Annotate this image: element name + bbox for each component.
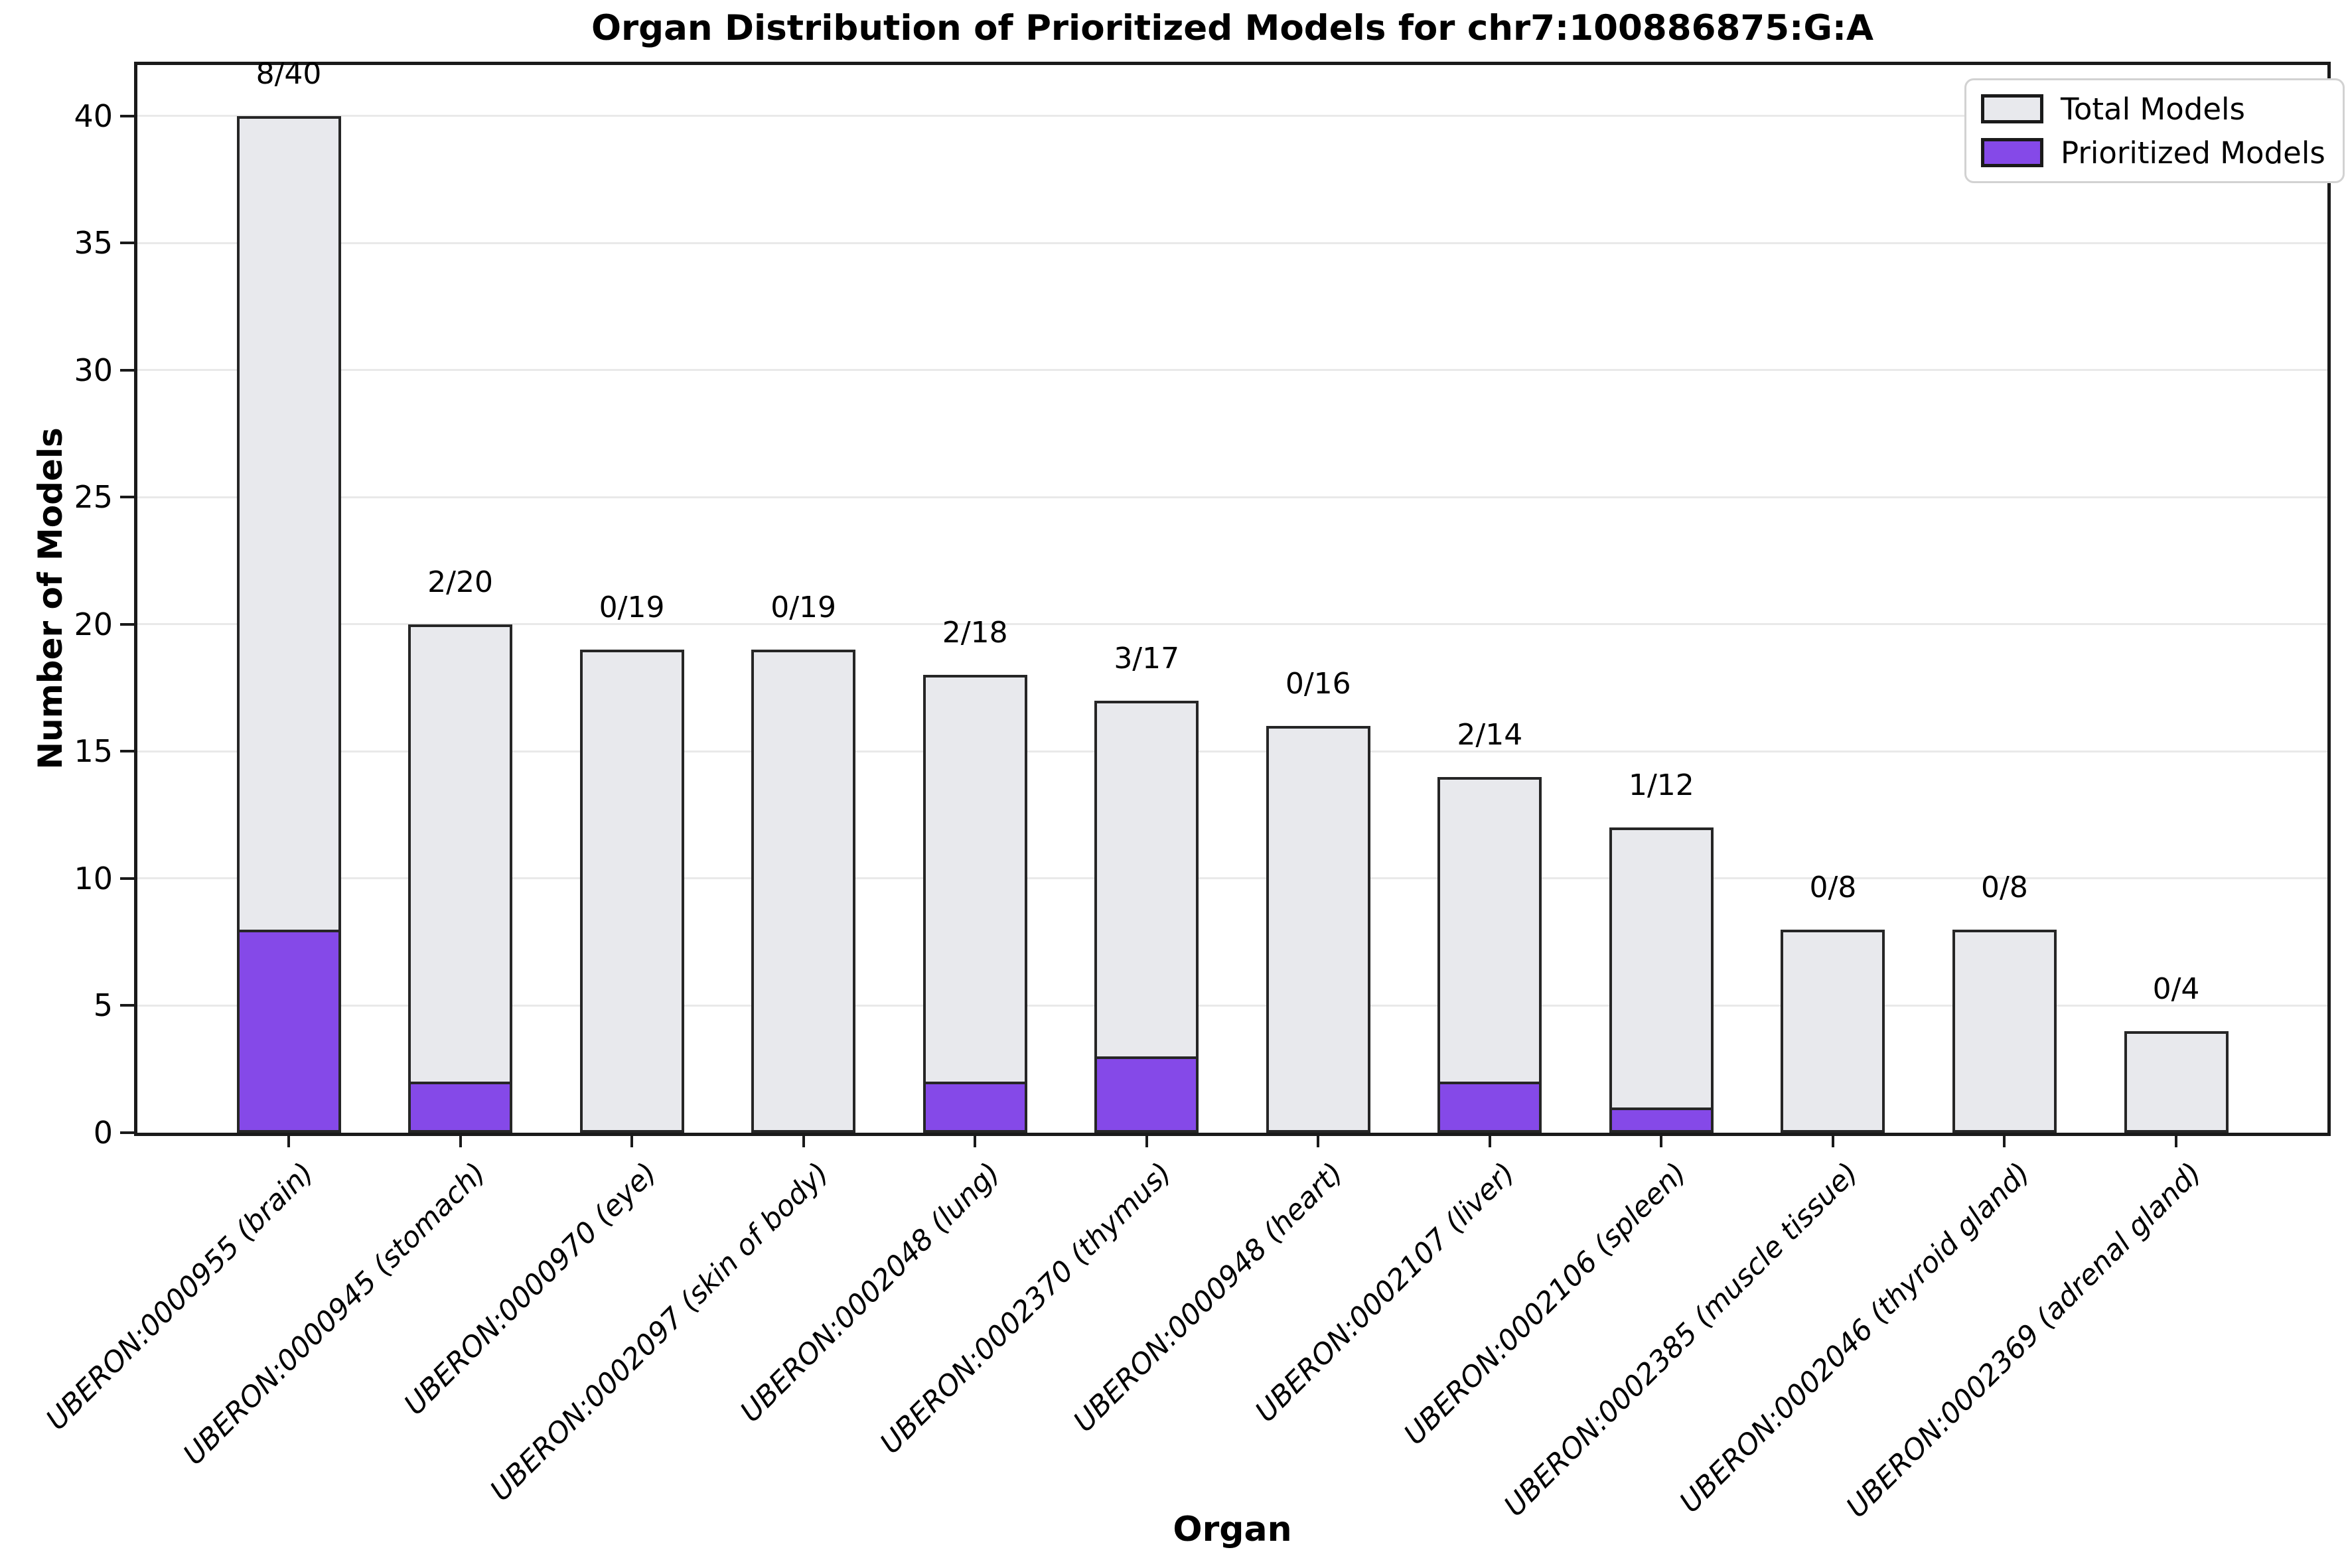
gridline: [137, 242, 2327, 244]
gridline: [137, 496, 2327, 498]
bar-value-label: 2/20: [427, 565, 493, 599]
x-tick-label: UBERON:0002385 (muscle tissue): [1498, 1156, 1865, 1524]
x-tick-mark: [2175, 1133, 2177, 1147]
x-tick-mark: [1317, 1133, 1320, 1147]
bar-prioritized: [1094, 1056, 1199, 1133]
legend-label-prioritized-models: Prioritized Models: [2061, 135, 2325, 171]
x-axis-label: Organ: [1173, 1510, 1292, 1549]
bar-value-label: 8/40: [256, 56, 322, 91]
legend-label-total-models: Total Models: [2061, 91, 2245, 127]
y-tick-mark: [120, 877, 134, 880]
bar-prioritized: [1437, 1082, 1542, 1133]
bar-value-label: 0/4: [2152, 971, 2200, 1006]
x-tick-label: UBERON:0002046 (thyroid gland): [1673, 1156, 2037, 1520]
gridline: [137, 877, 2327, 880]
y-tick-mark: [120, 368, 134, 372]
bar-total: [1609, 827, 1714, 1133]
y-tick-label: 10: [74, 860, 113, 896]
y-tick-mark: [120, 1004, 134, 1007]
bar-value-label: 1/12: [1628, 768, 1694, 803]
legend-swatch-prioritized-models: [1981, 138, 2043, 167]
bar-value-label: 0/8: [1809, 870, 1857, 904]
x-tick-mark: [1831, 1133, 1834, 1147]
y-tick-label: 40: [74, 98, 113, 134]
y-tick-mark: [120, 496, 134, 499]
y-tick-label: 0: [93, 1115, 113, 1151]
y-tick-mark: [120, 242, 134, 245]
bar-total: [2124, 1031, 2229, 1133]
y-tick-label: 35: [74, 225, 113, 261]
gridline: [137, 1004, 2327, 1007]
legend-swatch-total-models: [1981, 94, 2043, 123]
x-tick-mark: [1660, 1133, 1663, 1147]
bar-value-label: 0/19: [770, 591, 837, 625]
bar-prioritized: [1609, 1107, 1714, 1133]
y-tick-label: 5: [93, 987, 113, 1024]
x-tick-label: UBERON:0002106 (spleen): [1398, 1156, 1694, 1452]
bar-prioritized: [922, 1082, 1027, 1133]
legend: Total Models Prioritized Models: [1964, 78, 2345, 183]
bar-value-label: 0/8: [1981, 870, 2028, 904]
legend-item-prioritized-models: Prioritized Models: [1981, 133, 2325, 172]
x-tick-mark: [2003, 1133, 2006, 1147]
bar-total: [1781, 929, 1885, 1133]
gridline: [137, 623, 2327, 626]
y-tick-label: 20: [74, 606, 113, 642]
x-tick-label: UBERON:0002370 (thymus): [874, 1156, 1179, 1461]
bar-total: [751, 650, 856, 1133]
bar-value-label: 2/14: [1457, 717, 1523, 752]
bar-total: [408, 624, 513, 1133]
x-tick-mark: [802, 1133, 805, 1147]
bar-value-label: 2/18: [942, 616, 1008, 650]
gridline: [137, 750, 2327, 752]
y-tick-mark: [120, 750, 134, 753]
bar-value-label: 0/16: [1285, 667, 1351, 701]
x-tick-mark: [287, 1133, 290, 1147]
bar-value-label: 0/19: [599, 591, 665, 625]
x-tick-label: UBERON:0000945 (stomach): [177, 1156, 492, 1472]
bar-prioritized: [408, 1082, 513, 1133]
x-tick-label: UBERON:0002097 (skin of body): [484, 1156, 836, 1508]
x-tick-mark: [1488, 1133, 1491, 1147]
y-tick-mark: [120, 114, 134, 117]
x-tick-mark: [1145, 1133, 1148, 1147]
x-tick-mark: [630, 1133, 634, 1147]
gridline: [137, 369, 2327, 372]
legend-item-total-models: Total Models: [1981, 90, 2325, 128]
y-tick-label: 25: [74, 479, 113, 516]
bar-total: [922, 675, 1027, 1133]
x-tick-mark: [459, 1133, 462, 1147]
bar-total: [1952, 929, 2057, 1133]
chart-title: Organ Distribution of Prioritized Models…: [591, 8, 1874, 48]
x-tick-mark: [974, 1133, 977, 1147]
bar-value-label: 3/17: [1114, 641, 1180, 676]
plot-area: 8/40 2/20 0/19 0/19 2/18 3/17 0/16 2/14 1/12 0/8 0…: [134, 57, 2331, 1136]
bar-prioritized: [236, 929, 341, 1133]
x-tick-label: UBERON:0002369 (adrenal gland): [1840, 1156, 2208, 1525]
bar-total: [1266, 726, 1370, 1133]
bar-total: [1437, 776, 1542, 1133]
y-tick-label: 15: [74, 733, 113, 770]
y-tick-mark: [120, 622, 134, 626]
gridline: [137, 115, 2327, 117]
y-tick-mark: [120, 1131, 134, 1134]
y-tick-label: 30: [74, 352, 113, 388]
bar-total: [579, 650, 684, 1133]
